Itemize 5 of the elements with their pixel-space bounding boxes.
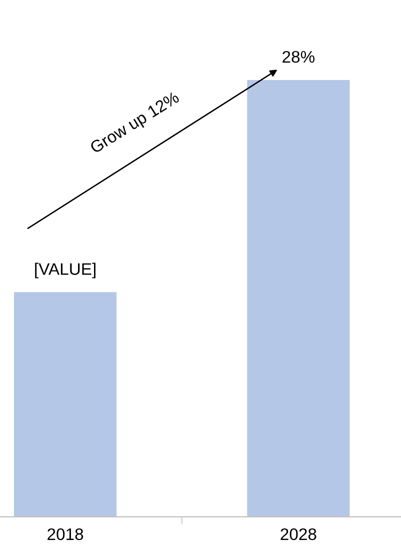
annotation: Grow up 12% bbox=[89, 90, 182, 157]
x-tick-label: 2018 bbox=[48, 528, 84, 540]
data-label: 28% bbox=[282, 50, 315, 63]
data-label: [VALUE] bbox=[35, 262, 96, 278]
x-tick-label: 2028 bbox=[280, 528, 316, 540]
